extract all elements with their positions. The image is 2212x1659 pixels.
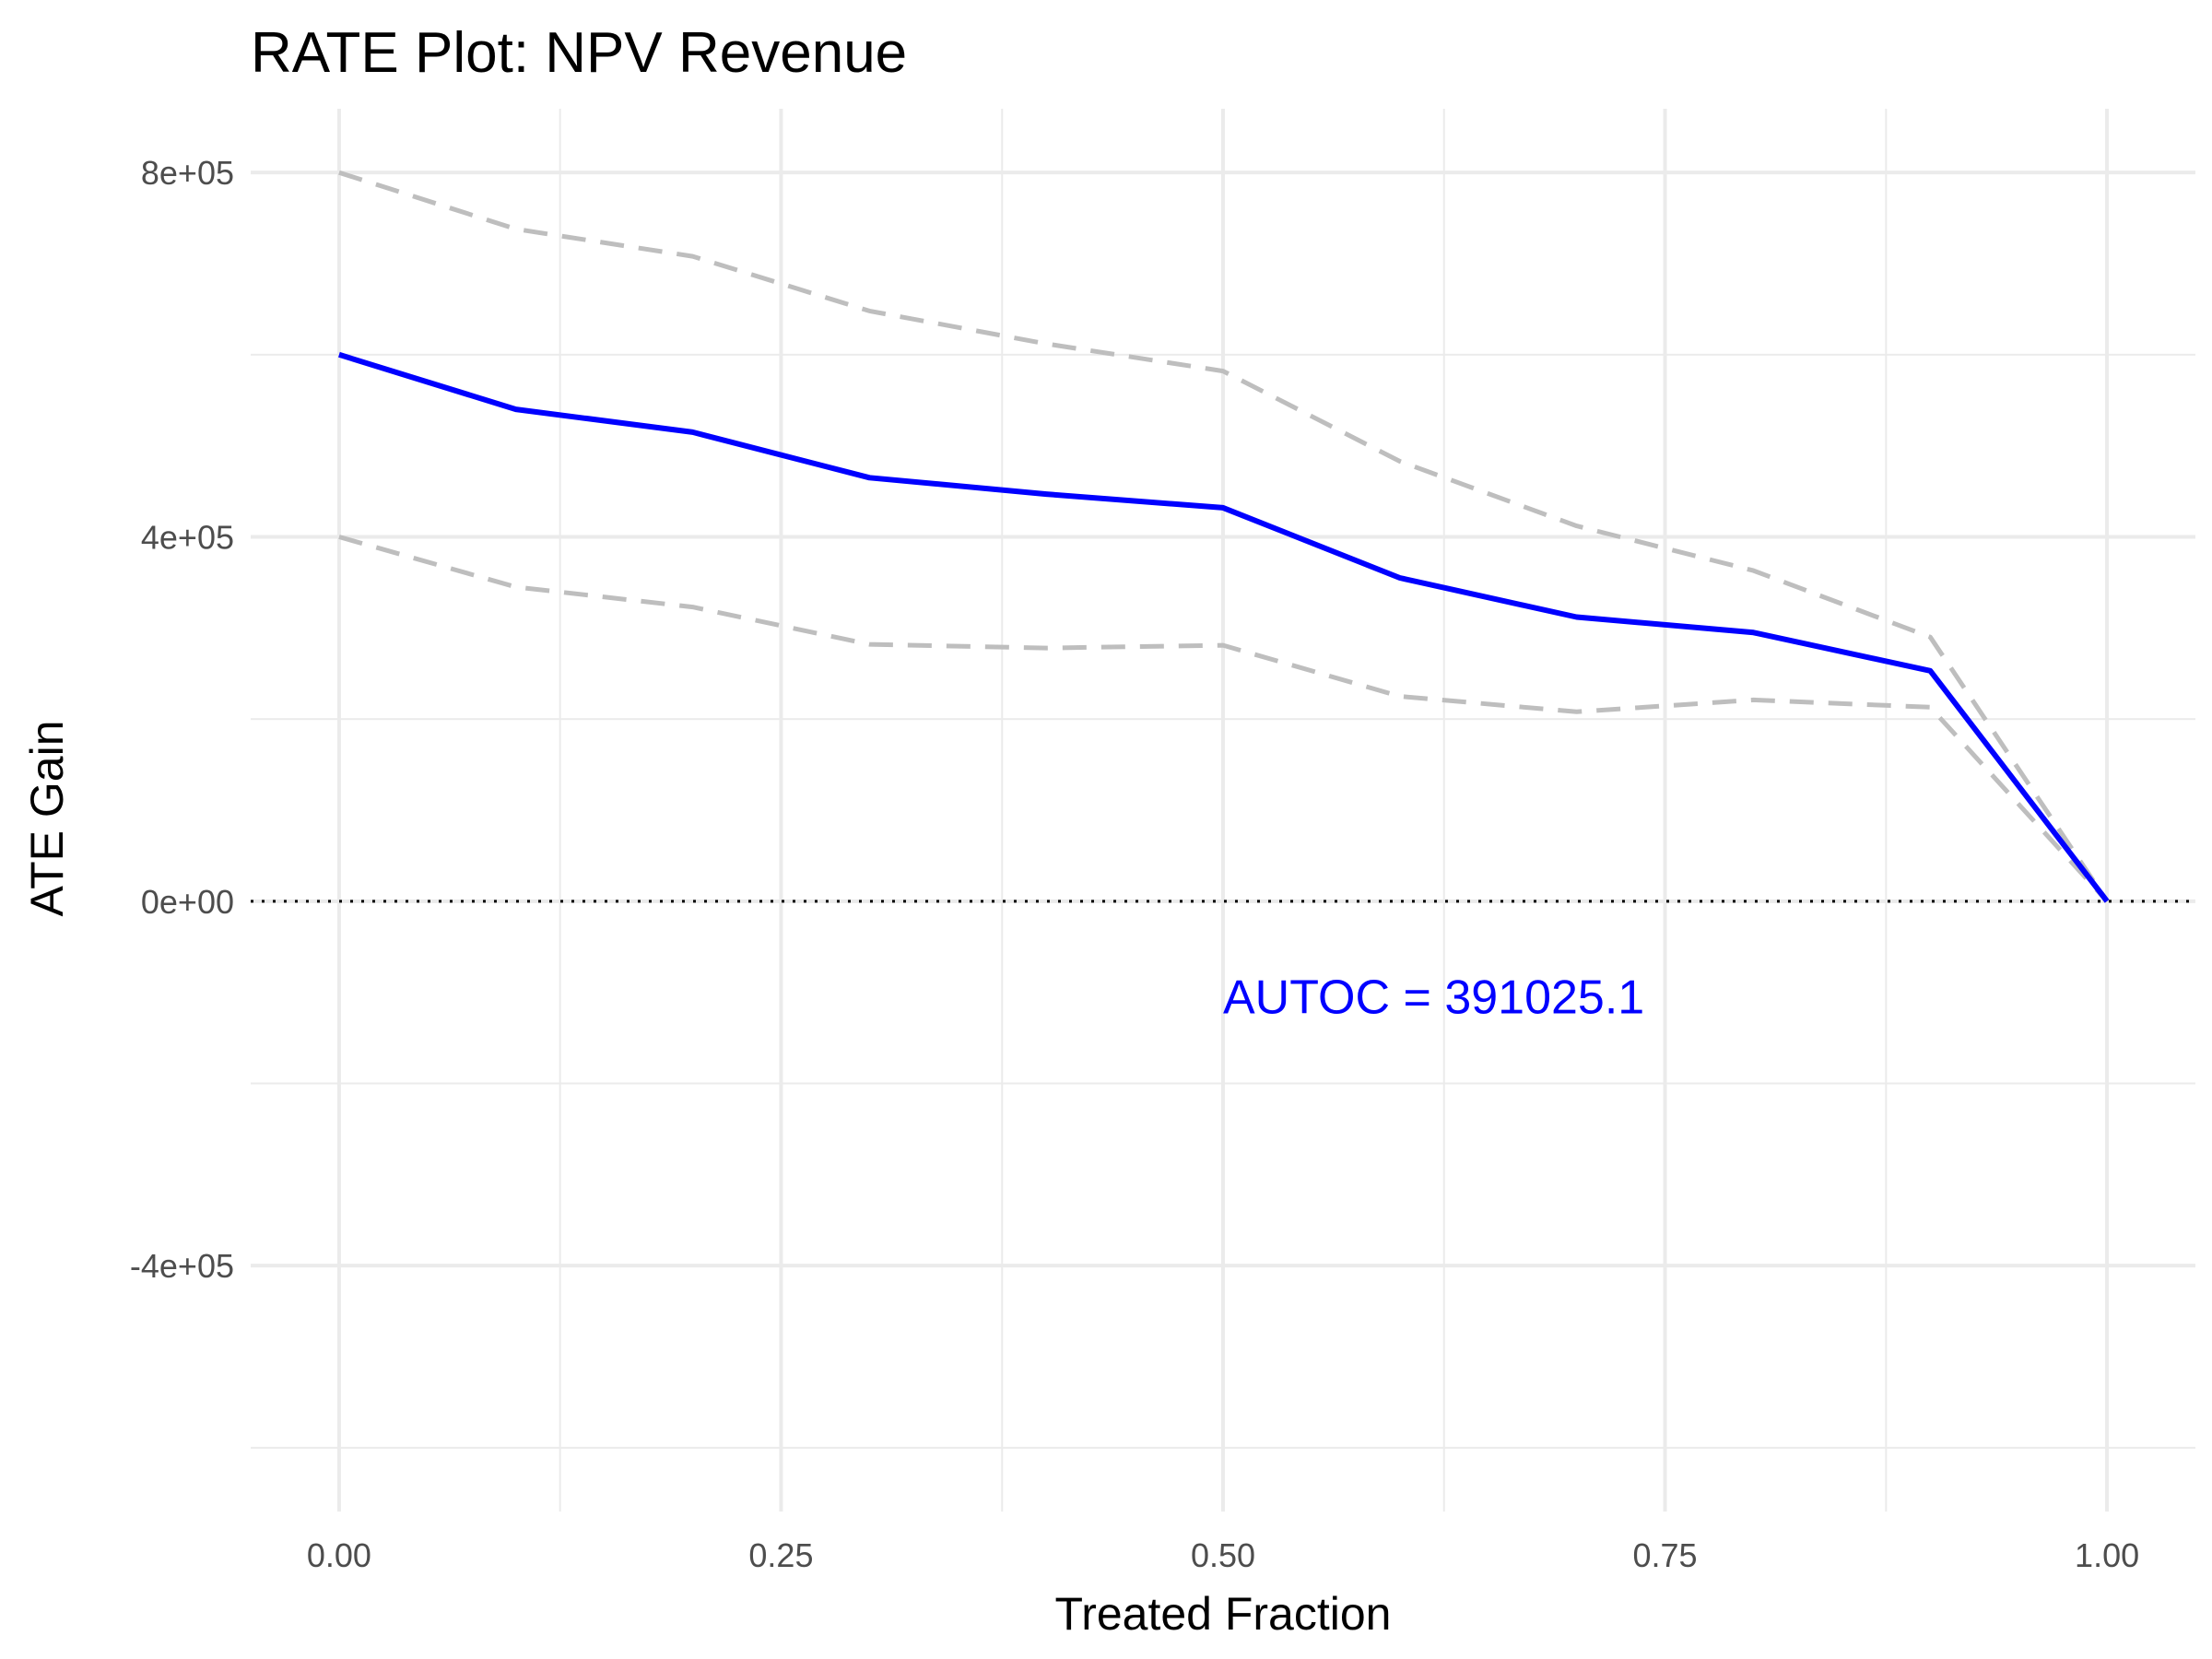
x-axis: 0.00 0.25 0.50 0.75 1.00 [307,1536,2139,1574]
y-axis: -4e+05 0e+00 4e+05 8e+05 [130,154,234,1285]
x-tick-label: 0.50 [1191,1536,1255,1574]
y-tick-label: 8e+05 [141,154,234,192]
y-tick-label: 0e+00 [141,883,234,921]
x-tick-label: 0.00 [307,1536,371,1574]
x-tick-label: 1.00 [2075,1536,2139,1574]
chart-title: RATE Plot: NPV Revenue [251,21,907,85]
upper-line [338,170,2110,903]
estimate-line [338,351,2110,903]
lower-line [338,535,2109,903]
y-tick-label: -4e+05 [130,1247,234,1285]
autoc-annotation: AUTOC = 391025.1 [1223,971,1644,1025]
x-axis-title: Treated Fraction [1055,1588,1392,1640]
y-axis-title: ATE Gain [21,720,73,916]
series-group [338,170,2110,903]
x-tick-label: 0.25 [748,1536,813,1574]
x-tick-label: 0.75 [1633,1536,1698,1574]
y-tick-label: 4e+05 [141,519,234,557]
grid [251,109,2195,1512]
